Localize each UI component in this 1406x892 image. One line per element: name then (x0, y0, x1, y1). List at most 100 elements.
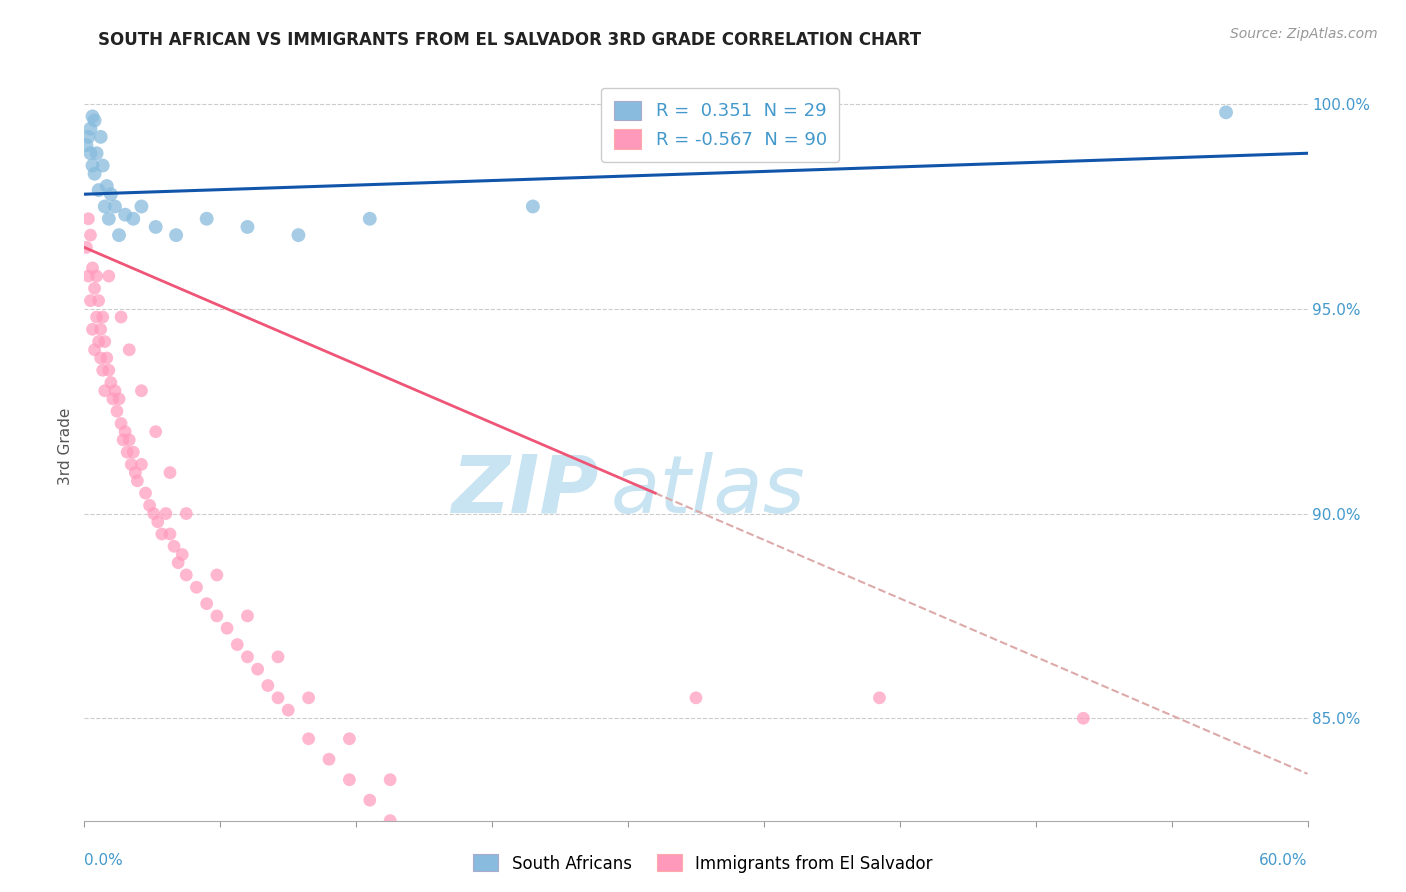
Point (97, 363, 120, 377)
Point (75, 240, 97, 254)
Point (205, 568, 228, 582)
Point (105, 404, 128, 418)
Legend: South Africans, Immigrants from El Salvador: South Africans, Immigrants from El Salva… (467, 847, 939, 880)
Point (75, 138, 97, 153)
Point (195, 211, 218, 226)
Point (205, 608, 228, 623)
Point (115, 445, 138, 459)
Point (100, 187, 122, 202)
Point (399, 834, 422, 848)
Point (150, 527, 173, 541)
Point (82, 159, 104, 173)
Point (100, 376, 122, 390)
Point (90, 351, 112, 365)
Point (145, 425, 167, 439)
Point (131, 384, 153, 398)
Point (165, 228, 187, 243)
Point (138, 499, 160, 513)
Point (298, 690, 321, 705)
Point (97, 269, 120, 284)
Point (82, 322, 104, 336)
Point (217, 621, 239, 635)
Point (114, 208, 136, 222)
Point (318, 752, 340, 766)
Point (869, 690, 891, 705)
Point (101, 392, 124, 406)
Point (124, 466, 146, 480)
Point (87, 334, 110, 349)
Text: 60.0%: 60.0% (1260, 854, 1308, 869)
Point (91, 363, 114, 377)
Point (186, 580, 208, 594)
Point (267, 649, 290, 664)
Point (685, 690, 707, 705)
Point (91, 310, 114, 324)
Text: ZIP: ZIP (451, 452, 598, 530)
Point (120, 458, 142, 472)
Point (118, 433, 141, 447)
Point (83, 281, 105, 295)
Point (142, 507, 165, 521)
Point (87, 293, 110, 308)
Point (83, 167, 105, 181)
Legend: R =  0.351  N = 29, R = -0.567  N = 90: R = 0.351 N = 29, R = -0.567 N = 90 (602, 88, 839, 162)
Point (108, 392, 131, 406)
Point (167, 556, 190, 570)
Text: Source: ZipAtlas.com: Source: ZipAtlas.com (1230, 27, 1378, 41)
Point (481, 875, 503, 889)
Point (226, 638, 249, 652)
Point (159, 527, 181, 541)
Point (236, 219, 259, 234)
Point (236, 608, 259, 623)
Point (163, 539, 186, 553)
Point (79, 146, 101, 161)
Point (359, 793, 381, 807)
Point (287, 228, 309, 243)
Point (380, 814, 402, 828)
Point (195, 597, 218, 611)
Point (83, 113, 105, 128)
Point (104, 384, 127, 398)
Point (114, 425, 136, 439)
Point (86, 310, 108, 324)
Point (108, 228, 131, 243)
Point (359, 211, 381, 226)
Point (82, 260, 104, 275)
Point (174, 507, 197, 521)
Point (1215, 105, 1237, 120)
Point (93, 334, 115, 349)
Point (112, 433, 135, 447)
Point (83, 343, 105, 357)
Point (87, 183, 110, 197)
Point (420, 855, 443, 869)
Point (339, 731, 361, 746)
Point (79, 293, 101, 308)
Point (131, 458, 153, 472)
Point (257, 679, 280, 693)
Point (267, 690, 290, 705)
Point (97, 211, 120, 226)
Point (96, 179, 118, 194)
Point (77, 211, 100, 226)
Point (298, 731, 321, 746)
Point (339, 772, 361, 787)
Point (159, 466, 181, 480)
Point (90, 322, 112, 336)
Point (174, 568, 197, 582)
Point (430, 826, 453, 840)
Point (522, 199, 544, 213)
Point (246, 662, 269, 676)
Point (110, 310, 132, 324)
Point (440, 883, 463, 892)
Point (79, 121, 101, 136)
Point (93, 384, 115, 398)
Point (77, 269, 100, 284)
Point (172, 548, 194, 562)
Point (122, 211, 145, 226)
Point (96, 351, 118, 365)
Point (1073, 711, 1095, 725)
Point (93, 199, 115, 213)
Point (146, 515, 169, 529)
Point (90, 129, 112, 144)
Point (122, 445, 145, 459)
